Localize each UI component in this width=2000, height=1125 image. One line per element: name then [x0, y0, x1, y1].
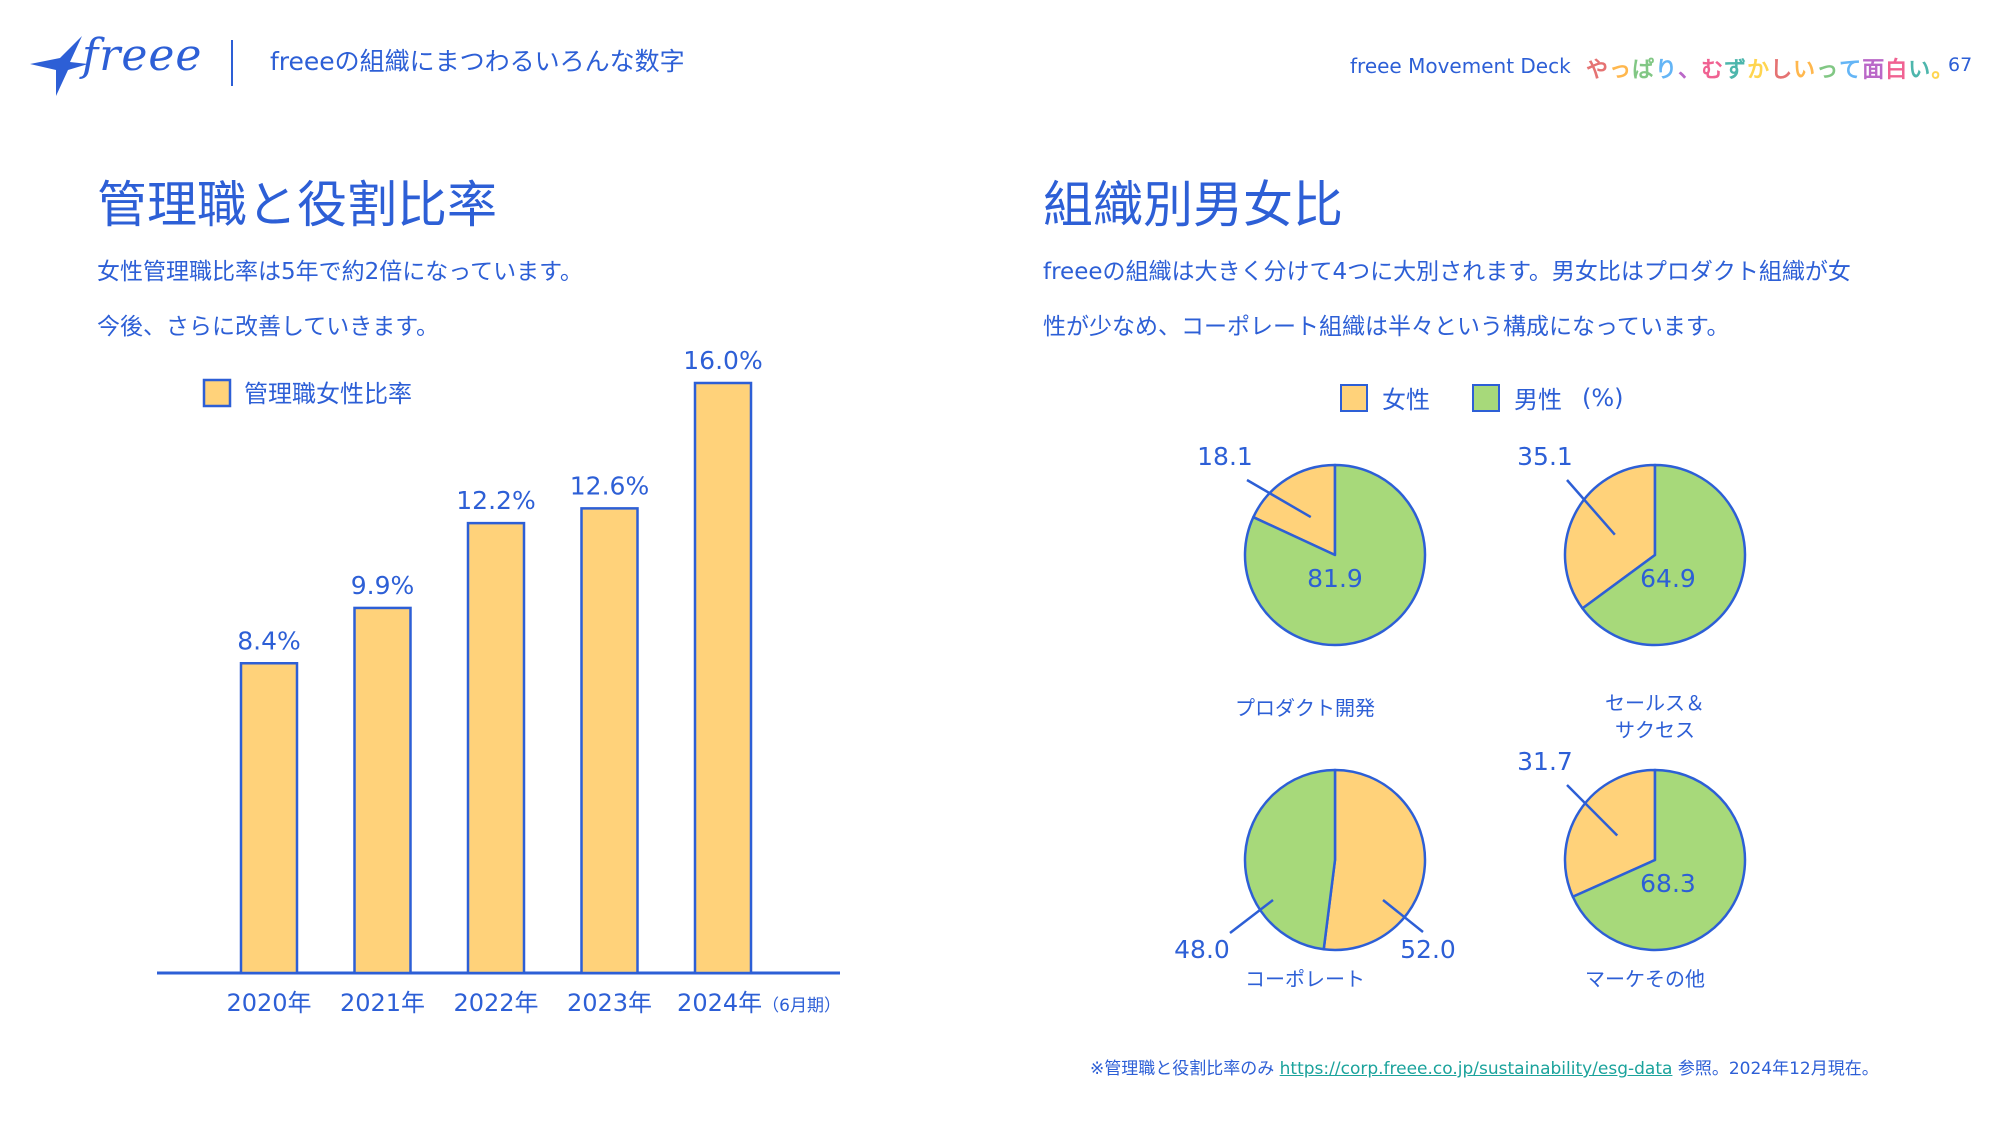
leader-line: [1566, 784, 1619, 837]
footnote: ※管理職と役割比率のみ https://corp.freee.co.jp/sus…: [1090, 1054, 1879, 1079]
tagline-char: や: [1586, 58, 1610, 83]
pie-chart: 31.7 68.3 マーケその他: [1517, 747, 1747, 991]
gender-desc-line2: 性が少なめ、コーポレート組織は半々という構成になっています。: [1043, 314, 1730, 340]
leader-line: [1246, 478, 1312, 519]
page-number: 67: [1948, 54, 1973, 76]
deck-title: freee Movement Deck: [1350, 54, 1571, 78]
pie-name: コーポレート: [1245, 967, 1365, 991]
pie-female-label: 31.7: [1517, 747, 1573, 776]
tagline-char: 白: [1885, 58, 1909, 83]
pie-slice-male: [1571, 768, 1747, 952]
bar-value-label: 8.4%: [237, 626, 301, 655]
pie-slice-male: [1581, 463, 1747, 647]
bar-2021年: [353, 606, 412, 975]
footnote-suffix: 参照。2024年12月現在。: [1677, 1059, 1879, 1079]
legend-male-label: 男性: [1514, 386, 1562, 414]
pie-male-label: 81.9: [1307, 564, 1363, 593]
bar-2024年: [693, 381, 753, 975]
pie-legend: 女性 男性 (%): [1340, 380, 1624, 415]
tagline-char: 。: [1931, 58, 1955, 83]
pie-male-label: 64.9: [1640, 564, 1696, 593]
pie-chart: 52.0 48.0 コーポレート: [1174, 768, 1456, 991]
gender-ratio-description: freeeの組織は大きく分けて4つに大別されます。男女比はプロダクト組織が女 性…: [1043, 245, 1943, 355]
pie-slice-female: [1322, 768, 1427, 952]
management-desc-line2: 今後、さらに改善していきます。: [97, 314, 440, 340]
pie-chart: 35.1 64.9 セールス＆ サクセス: [1517, 442, 1747, 742]
tagline-char: い: [1908, 58, 1932, 83]
tagline-char: む: [1701, 58, 1725, 83]
bar-value-label: 12.2%: [456, 486, 535, 515]
bar-legend-label: 管理職女性比率: [244, 380, 412, 408]
pie-male-label: 48.0: [1174, 935, 1230, 964]
legend-female: 女性: [1340, 380, 1430, 415]
pie-slice-female: [1252, 463, 1337, 557]
x-tick-note: （6月期）: [762, 996, 841, 1016]
tagline-char: っ: [1609, 58, 1633, 83]
bar-chart: 管理職女性比率 8.4% 2020年 9.9% 2021年 12.2% 2022年 12.6%…: [157, 346, 841, 1017]
x-tick-label: 2022年: [453, 989, 538, 1017]
tagline-char: て: [1839, 58, 1863, 83]
pie-slice-female: [1563, 768, 1657, 899]
management-title: 管理職と役割比率: [97, 176, 497, 234]
legend-unit: (%): [1582, 383, 1624, 412]
pie-name-line1: セールス＆: [1605, 691, 1705, 715]
tagline-char: か: [1747, 58, 1771, 83]
leader-line: [1382, 899, 1424, 933]
pie-chart: 18.1 81.9 プロダクト開発: [1197, 442, 1427, 720]
tagline-char: 面: [1862, 58, 1886, 83]
header-divider: [231, 40, 233, 86]
female-swatch: [1340, 383, 1368, 412]
pie-slice-female: [1563, 463, 1657, 610]
pie-name: プロダクト開発: [1235, 696, 1375, 720]
gender-ratio-title: 組織別男女比: [1043, 176, 1343, 234]
leader-line: [1229, 899, 1274, 934]
bar-2022年: [466, 521, 526, 975]
pie-slice-male: [1243, 463, 1427, 647]
tagline: やっぱり、むずかしいって面白い。: [1586, 52, 1954, 84]
footnote-prefix: ※管理職と役割比率のみ: [1090, 1059, 1275, 1079]
tagline-char: 、: [1678, 58, 1702, 83]
management-desc-line1: 女性管理職比率は5年で約2倍になっています。: [97, 259, 583, 285]
pie-female-label: 35.1: [1517, 442, 1573, 471]
pie-name-line2: サクセス: [1615, 718, 1695, 742]
bar-2020年: [239, 662, 299, 975]
gender-desc-line1: freeeの組織は大きく分けて4つに大別されます。男女比はプロダクト組織が女: [1043, 259, 1851, 285]
x-tick-label: 2021年: [340, 989, 425, 1017]
tagline-char: り: [1655, 58, 1679, 83]
male-swatch: [1472, 383, 1500, 412]
legend-female-label: 女性: [1382, 386, 1430, 414]
x-tick-label: 2020年: [226, 989, 311, 1017]
bird-icon: [30, 36, 88, 96]
bar-value-label: 9.9%: [351, 571, 415, 600]
tagline-char: ず: [1724, 58, 1748, 83]
tagline-char: ぱ: [1632, 58, 1656, 83]
pie-female-label: 52.0: [1400, 935, 1456, 964]
x-tick-label: 2023年: [567, 989, 652, 1017]
bar-2023年: [580, 507, 639, 975]
x-tick-label: 2024年（6月期）: [677, 989, 841, 1017]
pie-name: マーケその他: [1585, 967, 1705, 991]
management-description: 女性管理職比率は5年で約2倍になっています。 今後、さらに改善していきます。: [97, 245, 717, 355]
freee-logo: [26, 30, 206, 100]
tagline-char: っ: [1816, 58, 1840, 83]
leader-line: [1566, 479, 1616, 536]
pie-male-label: 68.3: [1640, 869, 1696, 898]
bar-value-label: 16.0%: [683, 346, 762, 375]
bar-legend-swatch: [202, 378, 232, 408]
section-title: freeeの組織にまつわるいろんな数字: [270, 47, 685, 76]
footnote-link[interactable]: https://corp.freee.co.jp/sustainability/…: [1279, 1059, 1673, 1079]
tagline-char: い: [1793, 58, 1817, 83]
pie-female-label: 18.1: [1197, 442, 1253, 471]
logo-text: freee: [82, 30, 203, 81]
pie-slice-male: [1243, 768, 1337, 951]
pie-charts: 18.1 81.9 プロダクト開発 35.1 64.9 セールス＆ サクセス 52.0 48.0…: [1174, 442, 1747, 991]
tagline-char: し: [1770, 58, 1794, 83]
legend-male: 男性: [1472, 380, 1562, 415]
bar-value-label: 12.6%: [570, 471, 649, 500]
